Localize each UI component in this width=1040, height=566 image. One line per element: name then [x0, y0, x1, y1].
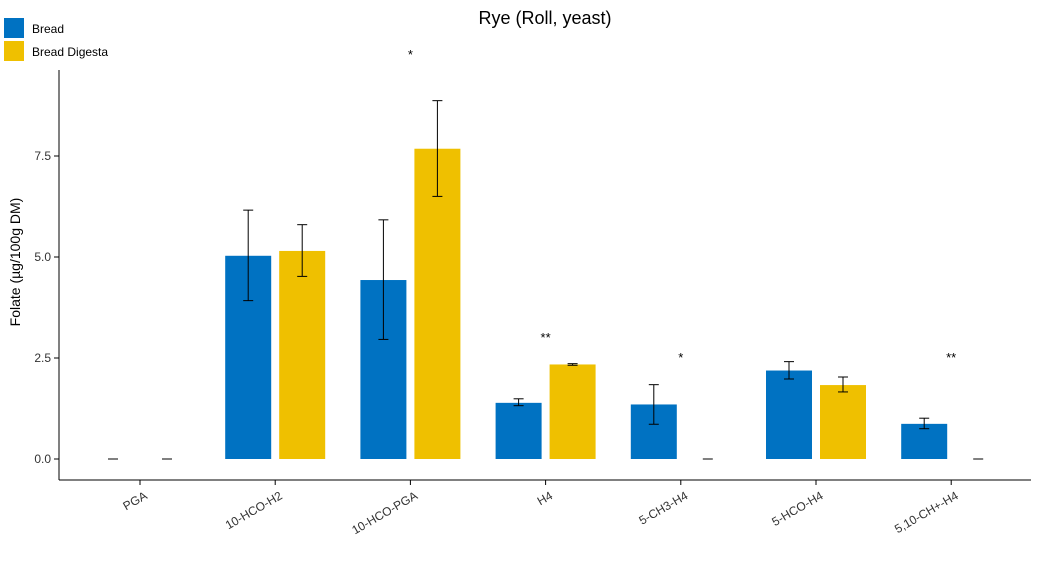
legend-swatch-bread-digesta	[4, 41, 24, 61]
bar-bread-h4	[495, 402, 542, 459]
x-tick-label: 10-HCO-H2	[223, 488, 285, 532]
chart-title: Rye (Roll, yeast)	[478, 8, 611, 28]
y-tick-label: 0.0	[34, 452, 51, 466]
legend-label-bread: Bread	[32, 22, 64, 36]
y-tick-label: 7.5	[34, 149, 51, 163]
y-tick-label: 5.0	[34, 250, 51, 264]
error-bar-bread-10-hco-h2	[243, 209, 254, 302]
significance-marker: **	[946, 350, 956, 365]
significance-marker: **	[541, 330, 551, 345]
x-tick-label: 5,10-CH+-H4	[892, 488, 961, 536]
bar-bread-digesta-5-hco-h4	[820, 385, 866, 459]
y-axis-title: Folate (µg/100g DM)	[7, 198, 23, 327]
x-tick-label: PGA	[121, 488, 150, 513]
x-tick-label: H4	[535, 488, 556, 508]
legend-swatch-bread	[4, 18, 24, 38]
significance-marker: *	[678, 350, 683, 365]
error-bar-bread-digesta-10-hco-pga	[432, 100, 443, 197]
error-bar-bread-h4	[513, 398, 524, 407]
bar-bread-digesta-h4	[549, 364, 596, 459]
bar-bread-digesta-10-hco-pga	[414, 148, 461, 459]
error-bar-bread-digesta-10-hco-h2	[297, 224, 308, 277]
y-tick-label: 2.5	[34, 351, 51, 365]
x-tick-label: 5-CH3-H4	[637, 488, 691, 527]
error-bar-bread-5-10-ch-h4	[919, 417, 930, 430]
bar-bread-digesta-10-hco-h2	[279, 250, 326, 459]
bar-bread-5-10-ch-h4	[901, 423, 948, 459]
error-bar-bread-5-hco-h4	[784, 361, 794, 380]
error-bar-bread-10-hco-pga	[378, 219, 389, 340]
x-tick-label: 5-HCO-H4	[769, 488, 825, 529]
legend-label-bread-digesta: Bread Digesta	[32, 45, 108, 59]
error-bar-bread-digesta-5-hco-h4	[838, 376, 848, 393]
plot-area: 0.0 2.5 5.0 7.5 PGA 10-HCO-H2 10-HCO-PGA H4 5-CH…	[34, 47, 984, 537]
error-bar-bread-digesta-h4	[567, 363, 578, 366]
error-bar-bread-5-ch3-h4	[648, 384, 659, 425]
legend: Bread Bread Digesta	[4, 18, 108, 61]
bar-bread-5-hco-h4	[766, 370, 812, 459]
significance-marker: *	[408, 47, 413, 62]
x-tick-label: 10-HCO-PGA	[349, 488, 420, 537]
